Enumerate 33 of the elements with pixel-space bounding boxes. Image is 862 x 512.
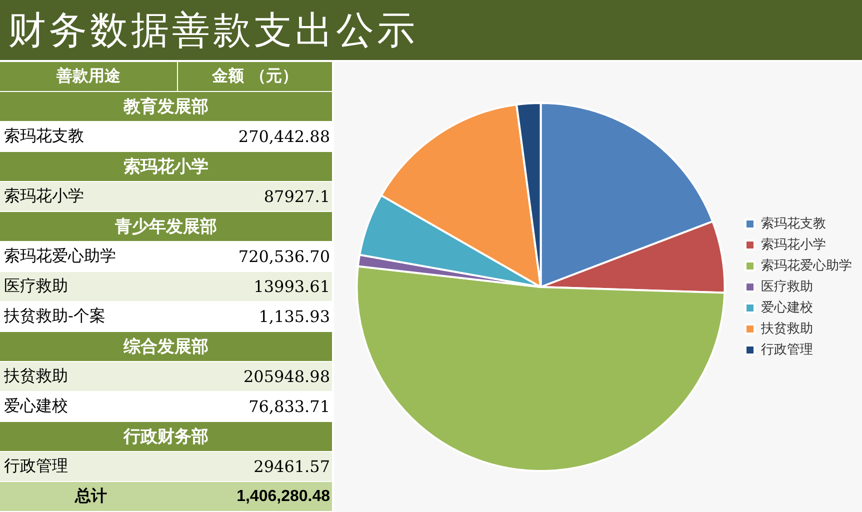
data-label: 13993.61 bbox=[178, 272, 332, 302]
data-label: 87927.1 bbox=[178, 182, 332, 212]
text: 金额 （元） bbox=[178, 62, 332, 92]
category-label: 扶贫救助-个案 bbox=[0, 302, 178, 332]
legend-label: 扶贫救助 bbox=[760, 321, 813, 336]
data-label: 205948.98 bbox=[178, 362, 332, 392]
category-label: 教育发展部 bbox=[0, 92, 332, 122]
category-label: 索玛花支教 bbox=[0, 122, 178, 152]
data-label: 1,406,280.48 bbox=[178, 482, 332, 512]
legend-label: 索玛花支教 bbox=[761, 216, 826, 232]
category-label: 行政管理 bbox=[0, 452, 178, 482]
category-label: 爱心建校 bbox=[0, 392, 178, 422]
category-label: 索玛花小学 bbox=[0, 152, 332, 182]
category-label: 医疗救助 bbox=[0, 272, 178, 302]
data-label: 76,833.71 bbox=[178, 392, 332, 422]
data-label: 720,536.70 bbox=[178, 242, 332, 272]
text: 善款用途 bbox=[0, 62, 178, 92]
text: 财务数据善款支出公示 bbox=[0, 0, 862, 60]
data-label: 29461.57 bbox=[178, 452, 332, 482]
legend-label: 医疗救助 bbox=[761, 279, 813, 294]
category-label: 青少年发展部 bbox=[0, 212, 332, 242]
category-label: 扶贫救助 bbox=[0, 362, 178, 392]
data-label: 1,135.93 bbox=[178, 302, 332, 332]
category-label: 总计 bbox=[0, 482, 178, 512]
legend-label: 索玛花小学 bbox=[761, 237, 826, 252]
legend-label: 索玛花爱心助学 bbox=[761, 257, 852, 274]
legend-label: 行政管理 bbox=[761, 342, 813, 358]
legend-label: 爱心建校 bbox=[761, 299, 813, 316]
category-label: 索玛花爱心助学 bbox=[0, 242, 178, 272]
category-label: 综合发展部 bbox=[0, 332, 332, 362]
category-label: 索玛花小学 bbox=[0, 182, 178, 212]
category-label: 行政财务部 bbox=[0, 422, 332, 452]
data-label: 270,442.88 bbox=[178, 122, 332, 152]
